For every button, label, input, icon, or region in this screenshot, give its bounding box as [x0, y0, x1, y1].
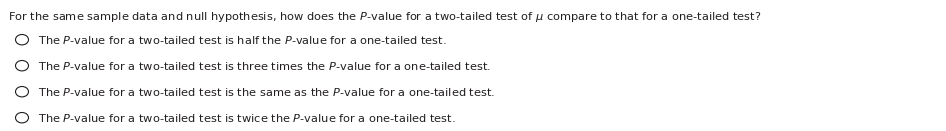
Text: The $P$-value for a two-tailed test is three times the $P$-value for a one-taile: The $P$-value for a two-tailed test is t…: [38, 60, 491, 72]
Text: The $P$-value for a two-tailed test is half the $P$-value for a one-tailed test.: The $P$-value for a two-tailed test is h…: [38, 34, 447, 46]
Text: For the same sample data and null hypothesis, how does the $P$-value for a two-t: For the same sample data and null hypoth…: [8, 10, 762, 24]
Text: The $P$-value for a two-tailed test is twice the $P$-value for a one-tailed test: The $P$-value for a two-tailed test is t…: [38, 112, 456, 124]
Text: The $P$-value for a two-tailed test is the same as the $P$-value for a one-taile: The $P$-value for a two-tailed test is t…: [38, 86, 495, 98]
